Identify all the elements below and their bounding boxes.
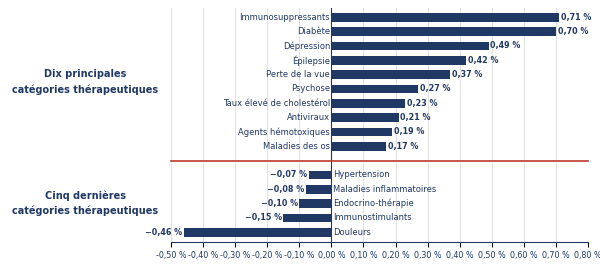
Bar xyxy=(331,13,559,22)
Text: Perte de la vue: Perte de la vue xyxy=(266,70,330,79)
Text: Immunosuppressants: Immunosuppressants xyxy=(239,13,330,22)
Bar xyxy=(299,199,331,208)
Text: Hypertension: Hypertension xyxy=(332,171,389,179)
Text: −0,08 %: −0,08 % xyxy=(267,185,304,194)
Bar xyxy=(331,128,392,136)
Bar xyxy=(331,42,488,50)
Text: Maladies inflammatoires: Maladies inflammatoires xyxy=(332,185,436,194)
Text: Antiviraux: Antiviraux xyxy=(287,113,330,122)
Text: catégories thérapeutiques: catégories thérapeutiques xyxy=(13,206,158,216)
Text: Immunostimulants: Immunostimulants xyxy=(332,214,411,222)
Text: Dépression: Dépression xyxy=(283,41,330,51)
Text: 0,17 %: 0,17 % xyxy=(388,142,418,151)
Text: −0,46 %: −0,46 % xyxy=(145,228,182,237)
Text: 0,27 %: 0,27 % xyxy=(419,84,450,93)
Bar xyxy=(283,214,331,222)
Text: 0,37 %: 0,37 % xyxy=(452,70,482,79)
Text: Diabète: Diabète xyxy=(297,27,330,36)
Text: Endocrino-thérapie: Endocrino-thérapie xyxy=(332,199,413,209)
Bar xyxy=(331,113,399,122)
Text: −0,07 %: −0,07 % xyxy=(270,171,307,179)
Text: 0,49 %: 0,49 % xyxy=(490,41,521,50)
Bar xyxy=(331,70,450,79)
Bar xyxy=(309,171,331,179)
Text: 0,70 %: 0,70 % xyxy=(557,27,588,36)
Text: Douleurs: Douleurs xyxy=(332,228,371,237)
Bar xyxy=(184,228,331,237)
Text: Dix principales: Dix principales xyxy=(44,69,127,79)
Bar xyxy=(306,185,331,194)
Text: 0,19 %: 0,19 % xyxy=(394,127,424,136)
Text: Psychose: Psychose xyxy=(291,84,330,93)
Text: Épilepsie: Épilepsie xyxy=(292,55,330,66)
Bar xyxy=(331,85,418,93)
Text: Taux élevé de cholestérol: Taux élevé de cholestérol xyxy=(223,99,330,108)
Text: −0,10 %: −0,10 % xyxy=(260,199,298,208)
Text: −0,15 %: −0,15 % xyxy=(245,214,281,222)
Bar xyxy=(331,99,405,108)
Text: 0,71 %: 0,71 % xyxy=(561,13,591,22)
Text: Cinq dernières: Cinq dernières xyxy=(45,191,126,201)
Text: 0,23 %: 0,23 % xyxy=(407,99,437,108)
Text: 0,21 %: 0,21 % xyxy=(400,113,431,122)
Bar xyxy=(331,27,556,36)
Text: 0,42 %: 0,42 % xyxy=(468,56,498,65)
Text: catégories thérapeutiques: catégories thérapeutiques xyxy=(13,84,158,95)
Bar xyxy=(331,56,466,65)
Bar xyxy=(331,142,386,151)
Text: Maladies des os: Maladies des os xyxy=(263,142,330,151)
Text: Agents hémotoxiques: Agents hémotoxiques xyxy=(238,127,330,137)
